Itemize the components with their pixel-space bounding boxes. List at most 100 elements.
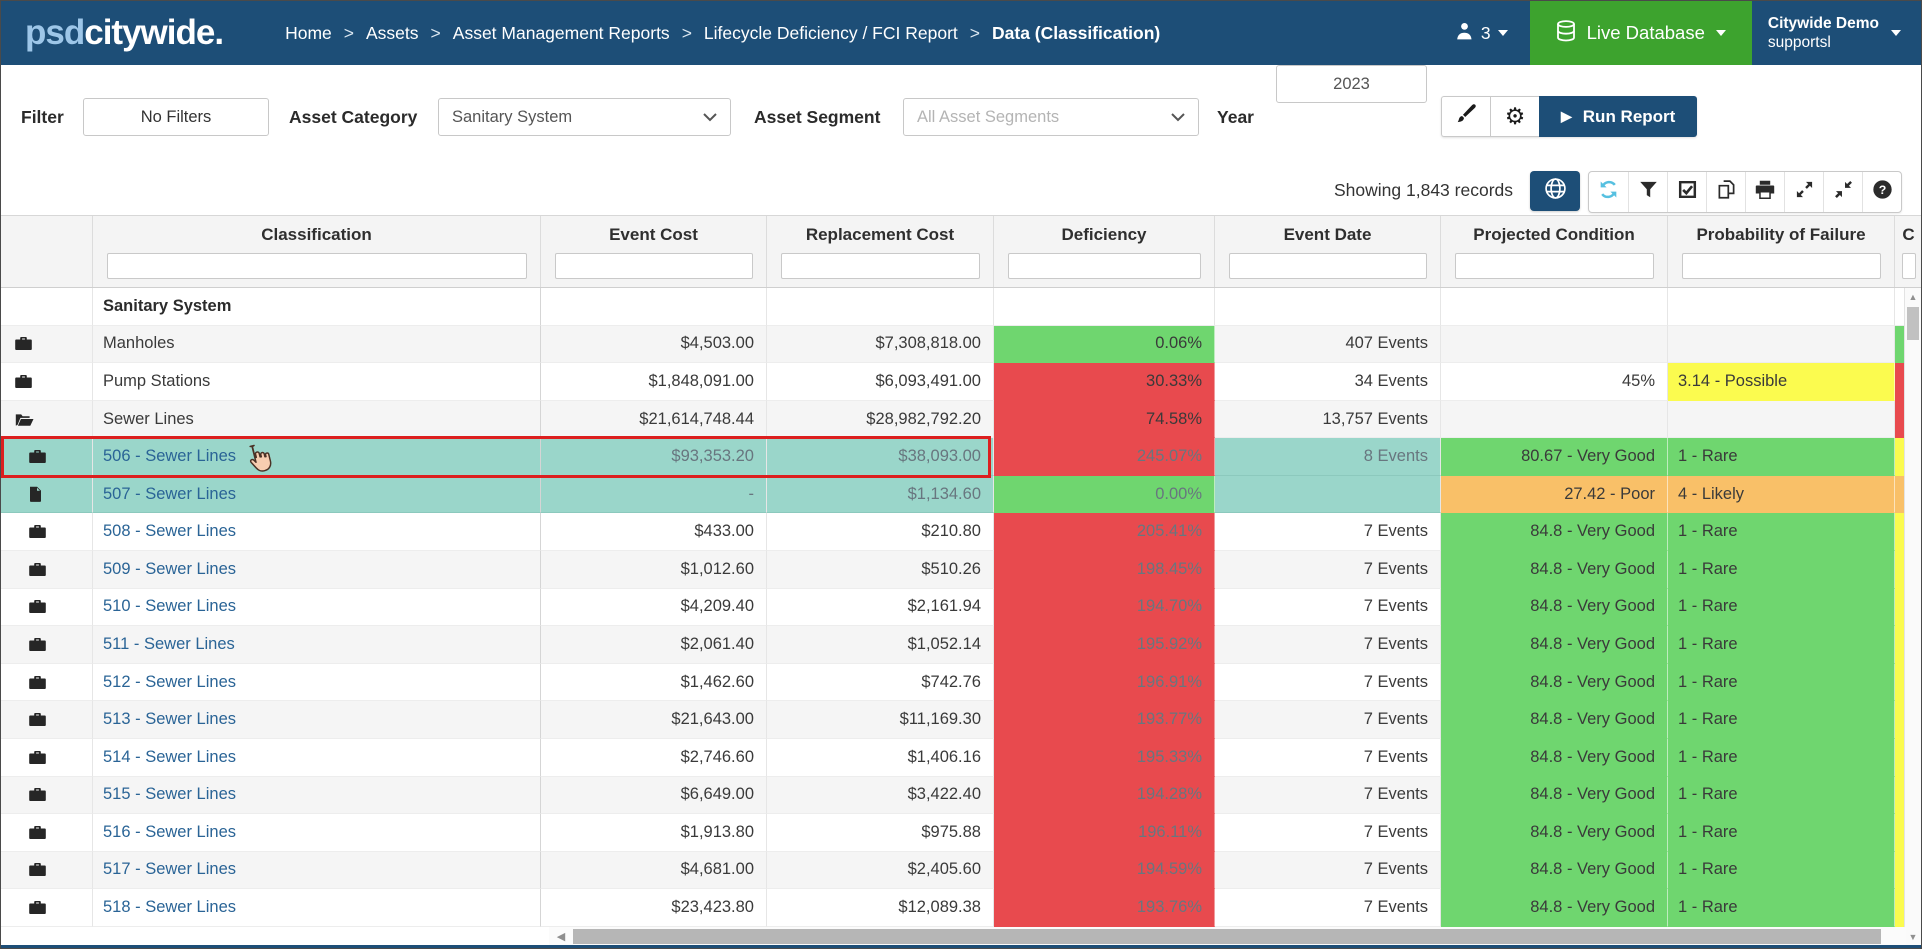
horizontal-scrollbar[interactable]: ◀ xyxy=(549,927,1906,946)
scroll-up-arrow[interactable]: ▲ xyxy=(1905,288,1921,305)
compress-button[interactable] xyxy=(1823,172,1862,212)
folder-icon xyxy=(29,637,46,652)
scroll-down-arrow[interactable]: ▼ xyxy=(1905,928,1921,945)
table-row[interactable]: 507 - Sewer Lines-$1,134.600.00%27.42 - … xyxy=(1,476,1906,514)
column-filter-input[interactable] xyxy=(1682,253,1881,279)
online-users-menu[interactable]: 3 xyxy=(1432,1,1530,65)
scroll-left-arrow[interactable]: ◀ xyxy=(549,927,573,946)
column-filter-input[interactable] xyxy=(555,253,753,279)
print-button[interactable] xyxy=(1745,172,1784,212)
table-row[interactable]: 516 - Sewer Lines$1,913.80$975.88196.11%… xyxy=(1,814,1906,852)
account-menu[interactable]: Citywide Demo supportsl xyxy=(1752,1,1921,65)
classification-link[interactable]: 512 - Sewer Lines xyxy=(103,673,236,692)
style-brush-button[interactable] xyxy=(1441,96,1490,137)
breadcrumb-item[interactable]: Home xyxy=(285,23,332,44)
column-header-probability-of-failure[interactable]: Probability of Failure xyxy=(1668,216,1895,287)
table-row[interactable]: 513 - Sewer Lines$21,643.00$11,169.30193… xyxy=(1,701,1906,739)
vertical-scrollbar[interactable]: ▲ ▼ xyxy=(1904,288,1921,945)
replacement-cost-cell: $7,308,818.00 xyxy=(767,326,994,364)
classification-link[interactable]: 507 - Sewer Lines xyxy=(103,485,236,504)
table-row[interactable]: 508 - Sewer Lines$433.00$210.80205.41%7 … xyxy=(1,513,1906,551)
event-cost-cell: $23,423.80 xyxy=(541,889,767,927)
column-header-c[interactable]: C xyxy=(1895,216,1922,287)
classification-text: Manholes xyxy=(103,334,175,353)
column-header-projected-condition[interactable]: Projected Condition xyxy=(1441,216,1668,287)
column-filter-input[interactable] xyxy=(107,253,527,279)
event-cost-cell: $1,848,091.00 xyxy=(541,363,767,401)
copy-button[interactable] xyxy=(1706,172,1745,212)
column-header-replacement-cost[interactable]: Replacement Cost xyxy=(767,216,994,287)
table-row[interactable]: 514 - Sewer Lines$2,746.60$1,406.16195.3… xyxy=(1,739,1906,777)
classification-link[interactable]: 510 - Sewer Lines xyxy=(103,597,236,616)
asset-category-select[interactable]: Sanitary System xyxy=(438,98,731,136)
app-logo[interactable]: psdcitywide. xyxy=(25,1,223,65)
projected-condition-cell: 84.8 - Very Good xyxy=(1441,589,1668,627)
column-filter-input[interactable] xyxy=(1455,253,1654,279)
breadcrumb-item[interactable]: Assets xyxy=(366,23,419,44)
replacement-cost-cell xyxy=(767,288,994,326)
row-type-cell xyxy=(1,664,93,702)
year-input[interactable] xyxy=(1276,65,1427,103)
classification-link[interactable]: 516 - Sewer Lines xyxy=(103,823,236,842)
table-row[interactable]: Manholes$4,503.00$7,308,818.000.06%407 E… xyxy=(1,326,1906,364)
run-report-button[interactable]: ▶ Run Report xyxy=(1539,96,1697,137)
projected-condition-cell: 84.8 - Very Good xyxy=(1441,626,1668,664)
table-row[interactable]: 518 - Sewer Lines$23,423.80$12,089.38193… xyxy=(1,889,1906,927)
column-header-classification[interactable]: Classification xyxy=(93,216,541,287)
breadcrumb-item[interactable]: Asset Management Reports xyxy=(453,23,670,44)
table-row[interactable]: 517 - Sewer Lines$4,681.00$2,405.60194.5… xyxy=(1,852,1906,890)
classification-link[interactable]: 514 - Sewer Lines xyxy=(103,748,236,767)
column-filter-input[interactable] xyxy=(781,253,980,279)
live-database-menu[interactable]: Live Database xyxy=(1530,1,1752,65)
table-row[interactable]: 509 - Sewer Lines$1,012.60$510.26198.45%… xyxy=(1,551,1906,589)
replacement-cost-cell: $210.80 xyxy=(767,513,994,551)
row-type-cell xyxy=(1,739,93,777)
column-filter-input[interactable] xyxy=(1229,253,1427,279)
table-row[interactable]: 506 - Sewer Lines$93,353.20$38,093.00245… xyxy=(1,438,1906,476)
classification-link[interactable]: 508 - Sewer Lines xyxy=(103,522,236,541)
map-view-button[interactable] xyxy=(1530,171,1580,211)
no-filters-button[interactable]: No Filters xyxy=(83,98,269,136)
row-type-cell xyxy=(1,401,93,439)
vertical-scroll-thumb[interactable] xyxy=(1907,307,1919,340)
column-header-event-date[interactable]: Event Date xyxy=(1215,216,1441,287)
classification-link[interactable]: 515 - Sewer Lines xyxy=(103,785,236,804)
classification-link[interactable]: 511 - Sewer Lines xyxy=(103,635,235,654)
table-row[interactable]: Sewer Lines$21,614,748.44$28,982,792.207… xyxy=(1,401,1906,439)
row-type-cell xyxy=(1,288,93,326)
replacement-cost-cell: $1,406.16 xyxy=(767,739,994,777)
classification-link[interactable]: 513 - Sewer Lines xyxy=(103,710,236,729)
filter-button[interactable] xyxy=(1628,172,1667,212)
classification-link[interactable]: 518 - Sewer Lines xyxy=(103,898,236,917)
horizontal-scroll-thumb[interactable] xyxy=(573,929,1881,944)
breadcrumb-item[interactable]: Lifecycle Deficiency / FCI Report xyxy=(704,23,958,44)
classification-link[interactable]: 509 - Sewer Lines xyxy=(103,560,236,579)
settings-button[interactable]: ⚙ xyxy=(1490,96,1539,137)
asset-segment-select[interactable]: All Asset Segments xyxy=(903,98,1199,136)
check-square-button[interactable] xyxy=(1667,172,1706,212)
classification-cell: 512 - Sewer Lines xyxy=(93,664,541,702)
table-row[interactable]: 515 - Sewer Lines$6,649.00$3,422.40194.2… xyxy=(1,777,1906,815)
classification-link[interactable]: 506 - Sewer Lines xyxy=(103,447,236,466)
table-row[interactable]: Pump Stations$1,848,091.00$6,093,491.003… xyxy=(1,363,1906,401)
column-header-deficiency[interactable]: Deficiency xyxy=(994,216,1215,287)
folder-icon xyxy=(29,675,46,690)
event-date-cell xyxy=(1215,476,1441,514)
probability-of-failure-cell: 1 - Rare xyxy=(1668,551,1895,589)
refresh-button[interactable] xyxy=(1589,172,1628,212)
table-row[interactable]: 512 - Sewer Lines$1,462.60$742.76196.91%… xyxy=(1,664,1906,702)
table-row[interactable]: Sanitary System xyxy=(1,288,1906,326)
classification-link[interactable]: 517 - Sewer Lines xyxy=(103,860,236,879)
column-header-event-cost[interactable]: Event Cost xyxy=(541,216,767,287)
column-filter-input[interactable] xyxy=(1902,253,1916,279)
column-filter-input[interactable] xyxy=(1008,253,1201,279)
event-cost-cell: $2,746.60 xyxy=(541,739,767,777)
replacement-cost-cell: $38,093.00 xyxy=(767,438,994,476)
breadcrumb-separator: > xyxy=(970,23,980,44)
table-row[interactable]: 510 - Sewer Lines$4,209.40$2,161.94194.7… xyxy=(1,589,1906,627)
table-row[interactable]: 511 - Sewer Lines$2,061.40$1,052.14195.9… xyxy=(1,626,1906,664)
help-button[interactable]: ? xyxy=(1862,172,1901,212)
expand-button[interactable] xyxy=(1784,172,1823,212)
classification-cell: 511 - Sewer Lines xyxy=(93,626,541,664)
probability-of-failure-cell: 1 - Rare xyxy=(1668,852,1895,890)
